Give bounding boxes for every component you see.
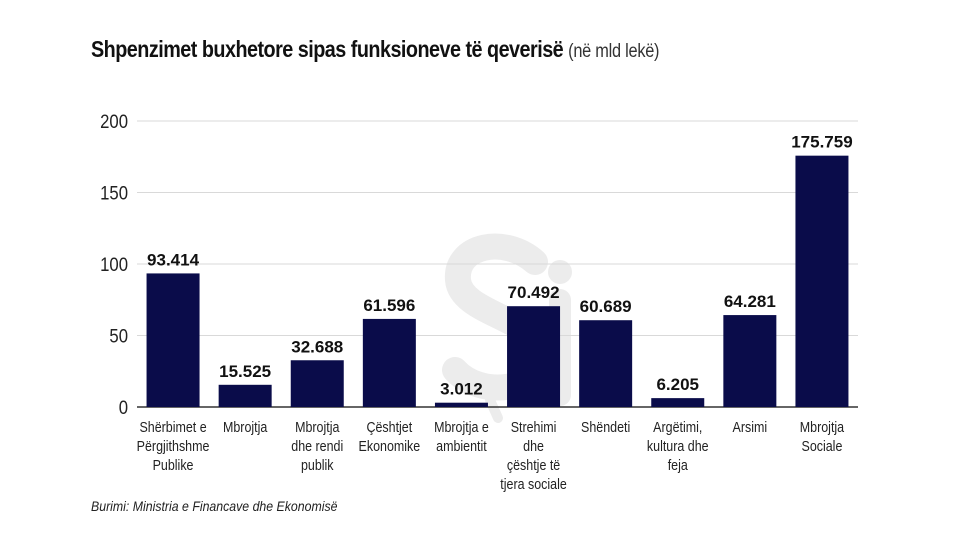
chart-title: Shpenzimet buxhetore sipas funksioneve t…	[91, 36, 660, 63]
bar	[795, 155, 849, 407]
data-label: 6.205	[656, 375, 699, 394]
data-label: 70.492	[508, 283, 560, 302]
title-text: Shpenzimet buxhetore sipas funksioneve t…	[91, 36, 564, 62]
bar	[146, 273, 200, 407]
data-label: 15.525	[219, 362, 271, 381]
x-tick-label: Argëtimi, kultura dhe feja	[647, 419, 709, 473]
source-note: Burimi: Ministria e Financave dhe Ekonom…	[91, 498, 338, 514]
x-tick-label: Mbrojtja	[223, 419, 268, 435]
data-label: 60.689	[580, 297, 632, 316]
bar	[434, 402, 488, 407]
watermark-i-dot	[548, 260, 572, 284]
data-label: 32.688	[291, 337, 343, 356]
y-tick-label: 200	[100, 111, 128, 132]
bar	[507, 306, 561, 407]
y-tick-label: 150	[100, 183, 128, 204]
data-label: 3.012	[440, 380, 483, 399]
x-tick-label: Strehimi dhe çështje të tjera sociale	[500, 419, 567, 492]
x-tick-label: Arsimi	[733, 419, 768, 435]
bar	[362, 318, 416, 407]
bar	[579, 320, 633, 407]
bar	[723, 315, 777, 407]
watermark-cedilla	[485, 395, 503, 423]
title-unit: (në mld lekë)	[568, 41, 660, 62]
y-tick-label: 50	[109, 326, 128, 347]
x-tick-label: Mbrojtja e ambientit	[434, 419, 489, 454]
x-tick-label: Çështjet Ekonomike	[359, 419, 421, 454]
bar	[651, 398, 705, 407]
x-tick-label: Mbrojtja Sociale	[800, 419, 845, 454]
bar	[218, 384, 272, 407]
bar	[290, 360, 344, 407]
x-tick-label: Mbrojtja dhe rendi publik	[291, 419, 343, 473]
data-label: 61.596	[363, 296, 415, 315]
data-label: 64.281	[724, 292, 776, 311]
data-label: 93.414	[147, 250, 200, 269]
x-tick-label: Shëndeti	[581, 419, 630, 435]
x-tick-label: Shërbimet e Përgjithshme Publike	[137, 419, 210, 473]
y-tick-label: 100	[100, 254, 128, 275]
data-label: 175.759	[791, 133, 852, 152]
y-tick-label: 0	[119, 397, 128, 418]
